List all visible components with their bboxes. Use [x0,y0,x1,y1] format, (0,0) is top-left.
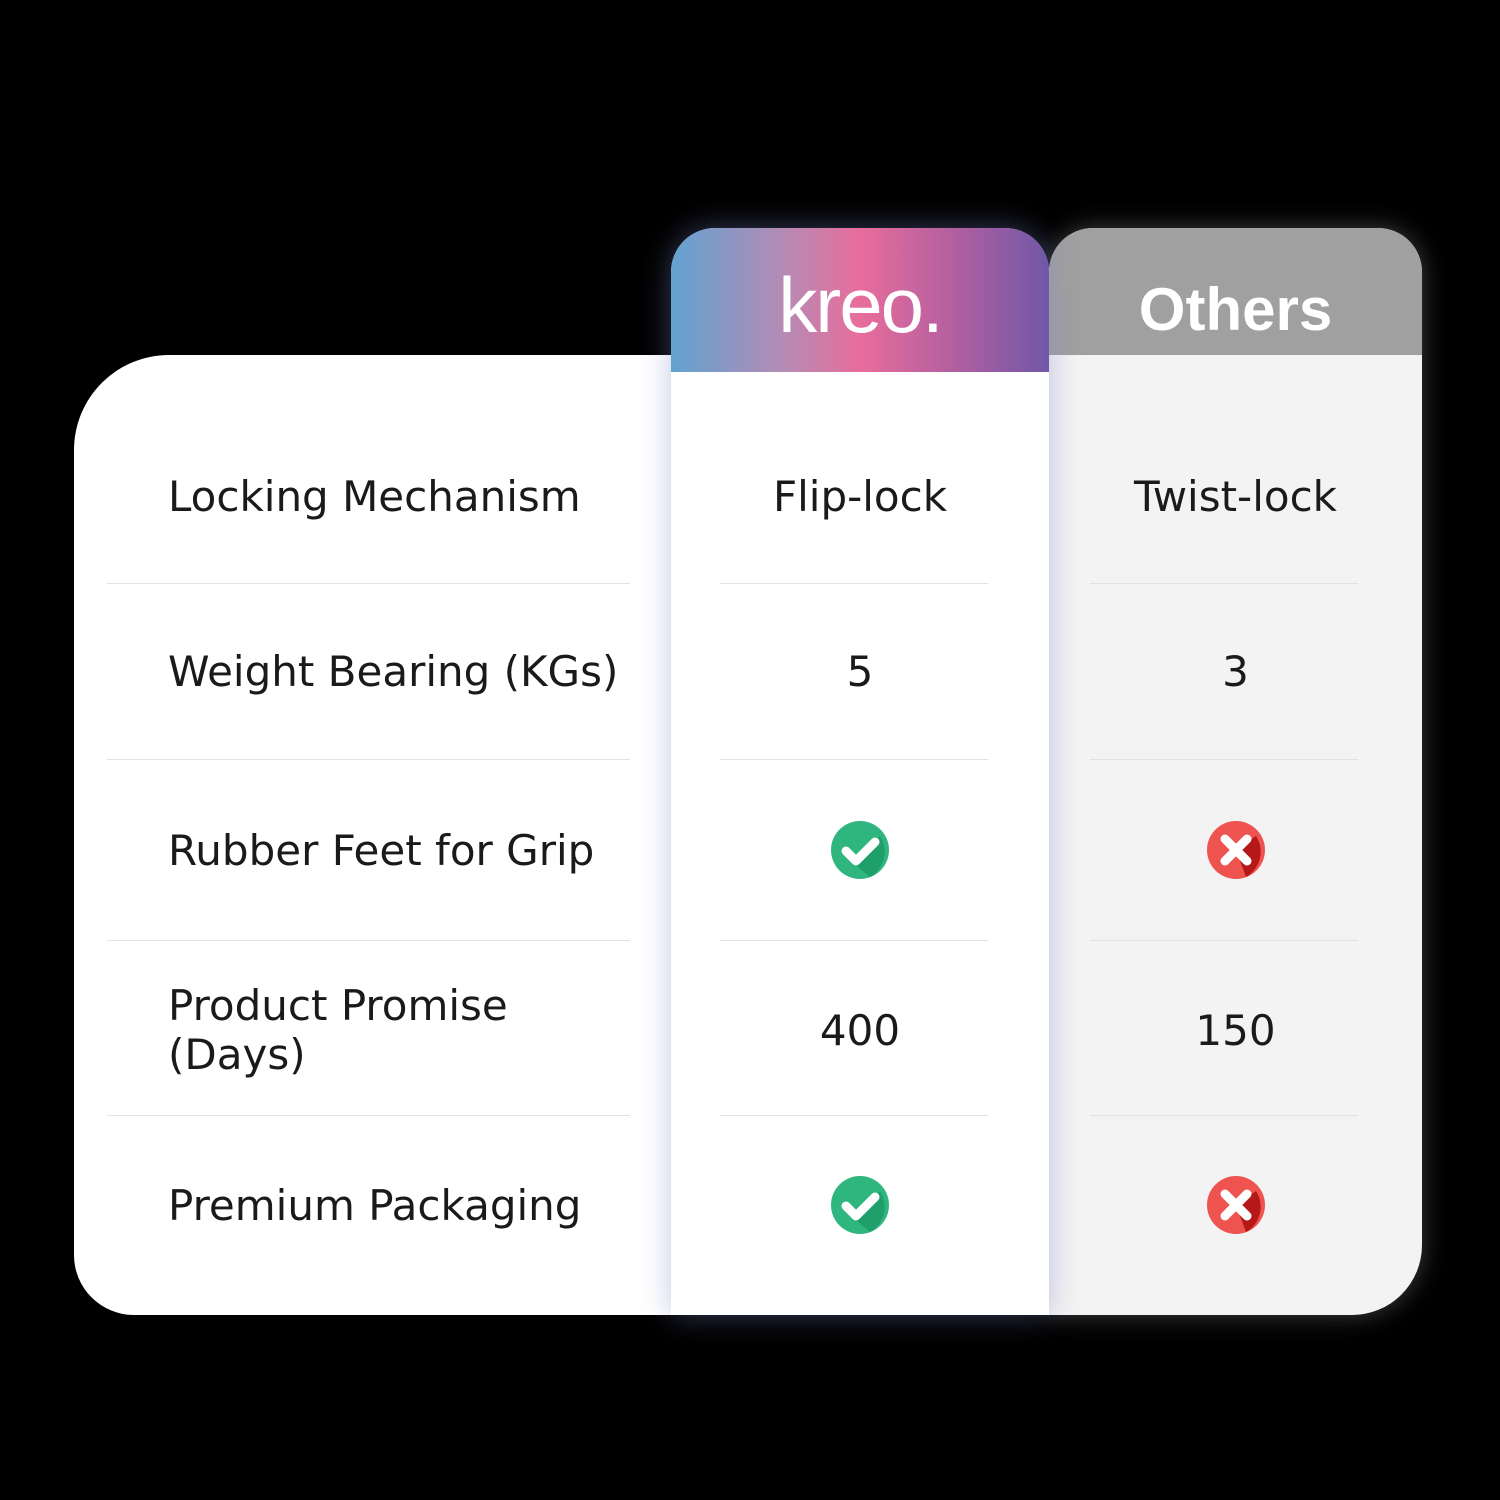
feature-label: Weight Bearing (KGs) [168,646,619,696]
others-value: 3 [1222,646,1249,696]
row-divider [720,583,988,584]
row-divider [107,583,630,584]
others-value: 150 [1195,1005,1276,1055]
feature-label: Product Promise (Days) [168,981,508,1079]
check-icon [831,821,889,879]
row-divider [720,940,988,941]
kreo-header: kreo. [671,228,1049,372]
feature-label: Rubber Feet for Grip [168,825,595,875]
row-divider [720,1115,988,1116]
row-divider [107,1115,630,1116]
kreo-column: kreo. [671,228,1049,1315]
kreo-value: 400 [819,1005,901,1055]
features-column [74,355,694,1315]
kreo-logo: kreo. [778,260,943,349]
others-header: Others [1049,228,1422,355]
others-value: Twist-lock [1133,471,1337,521]
row-divider [1090,1115,1358,1116]
row-divider [1090,583,1358,584]
cross-icon [1206,821,1265,879]
kreo-value [671,810,1049,890]
row-divider [1090,940,1358,941]
kreo-value: Flip-lock [772,471,948,521]
others-value [1049,1165,1422,1245]
row-divider [107,759,630,760]
feature-label: Locking Mechanism [168,471,581,521]
row-divider [720,759,988,760]
kreo-value [671,1165,1049,1245]
row-divider [1090,759,1358,760]
row-divider [107,940,630,941]
check-icon [831,1176,889,1234]
kreo-value: 5 [846,646,874,696]
others-value [1049,810,1422,890]
others-column: Others [1049,228,1422,1315]
cross-icon [1206,1176,1265,1234]
feature-label: Premium Packaging [168,1180,582,1230]
